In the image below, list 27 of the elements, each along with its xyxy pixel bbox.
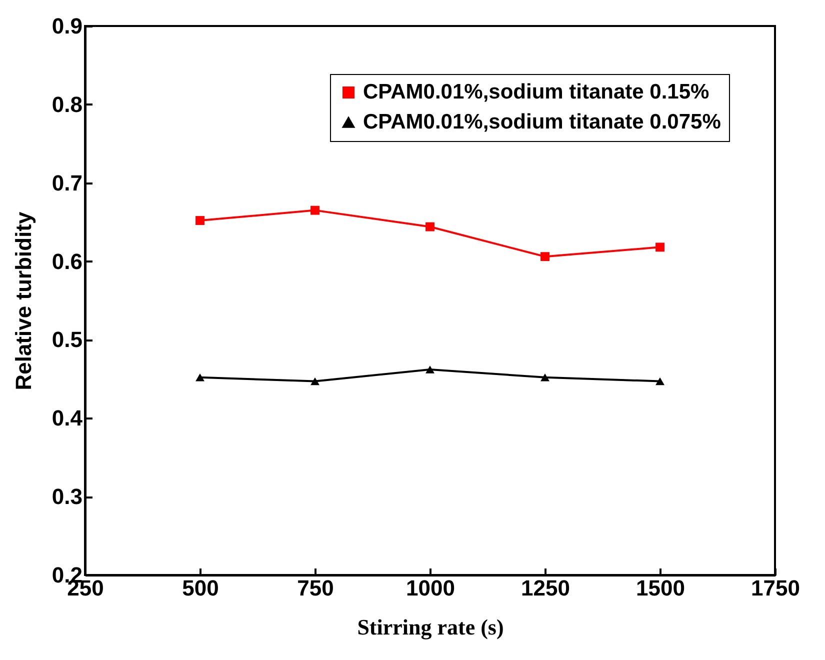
x-axis-title: Stirring rate (s) <box>357 614 504 640</box>
y-tick-label: 0.4 <box>52 406 84 431</box>
y-tick-label: 0.9 <box>52 14 82 38</box>
x-tick-label: 1000 <box>406 576 455 600</box>
point <box>656 377 664 386</box>
x-tick-label: 1250 <box>521 576 570 600</box>
y-tick-label: 0.3 <box>52 484 82 510</box>
point <box>310 206 320 215</box>
point <box>426 366 434 374</box>
y-tick-label: 0.5 <box>52 327 82 352</box>
y-tick-label: 0.8 <box>52 92 82 117</box>
x-tick-label: 500 <box>182 576 219 600</box>
point <box>196 216 204 225</box>
point <box>656 242 664 252</box>
x-tick-label: 750 <box>297 576 334 600</box>
point <box>426 222 434 232</box>
x-tick-label: 1750 <box>751 576 800 600</box>
point <box>540 373 550 382</box>
legend-label: CPAM0.01%,sodium titanate 0.075% <box>363 110 722 134</box>
y-axis-title: Relative turbidity <box>10 210 36 390</box>
y-tick-label: 0.7 <box>52 170 82 196</box>
legend-label: CPAM0.01%,sodium titanate 0.15% <box>363 80 710 104</box>
point <box>196 373 204 382</box>
x-tick-label: 1500 <box>636 576 685 600</box>
point <box>310 377 320 386</box>
y-tick-label: 0.6 <box>52 248 82 274</box>
point <box>540 252 550 262</box>
